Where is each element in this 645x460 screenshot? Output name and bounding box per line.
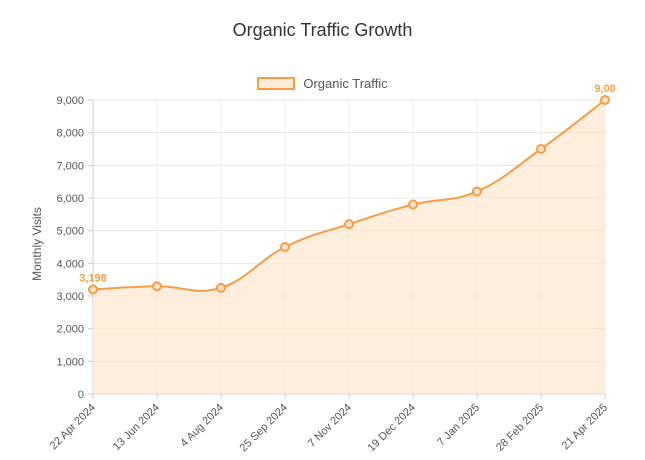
y-axis-title: Monthly Visits — [30, 207, 44, 281]
y-tick-label: 9,000 — [56, 95, 84, 107]
data-label: 3,198 — [79, 273, 107, 285]
chart-title: Organic Traffic Growth — [232, 20, 413, 40]
legend-label[interactable]: Organic Traffic — [303, 75, 388, 91]
legend[interactable]: Organic Traffic — [0, 73, 645, 93]
x-tick-label: 28 Feb 2025 — [494, 402, 546, 454]
data-label: 9,00 — [594, 83, 615, 95]
y-tick-label: 3,000 — [56, 291, 84, 303]
data-point — [344, 219, 354, 230]
x-tick-label: 13 Jun 2024 — [111, 402, 162, 453]
data-point — [216, 282, 226, 293]
x-tick-label: 25 Sep 2024 — [238, 402, 291, 455]
x-tick-label: 4 Aug 2024 — [178, 402, 226, 450]
y-tick-label: 6,000 — [56, 193, 84, 205]
y-tick-label: 8,000 — [56, 128, 84, 140]
series-area — [93, 100, 605, 394]
data-point — [280, 242, 290, 252]
y-tick-label: 5,000 — [56, 226, 84, 238]
x-tick-label: 21 Apr 2025 — [560, 402, 610, 452]
data-point — [536, 144, 546, 154]
x-tick-label: 7 Nov 2024 — [306, 402, 354, 450]
x-tick-label: 7 Jan 2025 — [435, 402, 482, 449]
x-tick-label: 19 Dec 2024 — [366, 402, 419, 455]
y-tick-label: 0 — [78, 389, 84, 401]
data-point — [600, 95, 610, 105]
data-point — [472, 186, 482, 197]
y-tick-label: 2,000 — [56, 324, 84, 336]
x-tick-label: 22 Apr 2024 — [48, 402, 98, 452]
y-tick-label: 1,000 — [56, 356, 84, 368]
data-point — [88, 284, 98, 295]
y-tick-label: 7,000 — [56, 160, 84, 172]
data-point — [408, 199, 418, 210]
legend-swatch[interactable] — [257, 76, 296, 90]
y-tick-label: 4,000 — [56, 258, 84, 270]
data-point — [152, 281, 162, 292]
